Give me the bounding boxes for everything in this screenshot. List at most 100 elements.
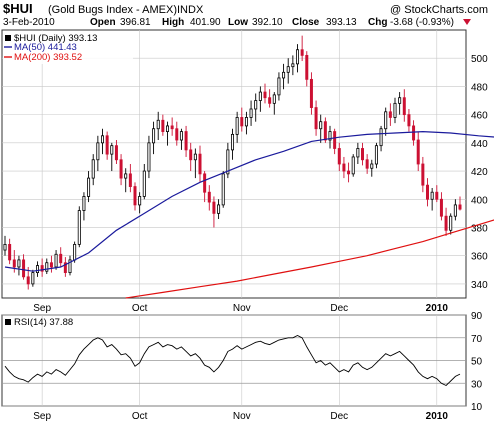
candle-body	[138, 196, 142, 206]
rsi-legend: RSI(14) 37.88	[14, 317, 73, 328]
candle-body	[342, 163, 346, 172]
candle-body	[365, 159, 369, 169]
candle-body	[73, 243, 77, 261]
candle-body	[114, 145, 118, 161]
down-arrow-icon	[463, 19, 471, 25]
candle-body	[458, 204, 462, 210]
candle-body	[152, 128, 156, 144]
candle-body	[142, 170, 146, 197]
candle-body	[384, 111, 388, 130]
candle-body	[54, 253, 58, 268]
candle-body	[8, 243, 12, 261]
price-tick-label: 480	[471, 82, 488, 93]
candle-body	[63, 262, 67, 274]
candle-body	[240, 117, 244, 127]
candle-body	[124, 173, 128, 179]
month-label: Dec	[330, 303, 348, 314]
copyright-text: @ StockCharts.com	[390, 4, 488, 16]
candle-body	[133, 186, 137, 206]
candle-body	[249, 108, 253, 118]
candle-body	[388, 111, 392, 118]
price-tick-label: 440	[471, 139, 488, 150]
candle-body	[87, 177, 91, 197]
candle-body	[184, 131, 188, 151]
quote-date: 3-Feb-2010	[3, 17, 55, 28]
candle-body	[91, 159, 95, 179]
candle-body	[3, 243, 7, 251]
price-tick-label: 340	[471, 280, 488, 291]
candle-body	[453, 204, 457, 217]
candle-body	[398, 97, 402, 104]
candle-body	[156, 119, 160, 130]
legend-background	[3, 31, 133, 64]
candle-body	[351, 156, 355, 175]
open-value: 396.81	[120, 17, 151, 28]
rsi-tick-label: 90	[471, 311, 483, 322]
candle-body	[300, 49, 304, 56]
price-tick-label: 400	[471, 195, 488, 206]
price-tick-label: 420	[471, 167, 488, 178]
month-label: Nov	[233, 411, 251, 422]
price-tick-label: 360	[471, 252, 488, 263]
legend-ma200: MA(200) 393.52	[14, 52, 82, 63]
chg-value: -3.68 (-0.93%)	[390, 17, 454, 28]
legend-price-swatch	[5, 35, 11, 41]
candle-body	[128, 173, 132, 187]
candle-body	[217, 204, 221, 214]
rsi-tick-label: 10	[471, 402, 483, 413]
ma200-line	[125, 219, 494, 299]
candle-body	[147, 142, 151, 172]
candle-body	[22, 259, 26, 278]
candle-body	[193, 153, 197, 161]
open-label: Open	[90, 17, 116, 28]
month-label: Dec	[330, 411, 348, 422]
candle-body	[40, 265, 44, 272]
candle-body	[31, 272, 35, 285]
candle-body	[77, 210, 81, 245]
candle-body	[59, 253, 63, 264]
candle-body	[305, 54, 309, 80]
candle-body	[68, 259, 72, 274]
candle-body	[207, 191, 211, 203]
candle-body	[212, 201, 216, 214]
candle-body	[226, 149, 230, 175]
low-value: 392.10	[252, 17, 283, 28]
candle-body	[258, 91, 262, 101]
candle-body	[198, 153, 202, 175]
month-label: Sep	[33, 303, 51, 314]
month-label: 2010	[426, 303, 449, 314]
price-axis-ticks: 340 360 380 400 420 440 460 480 500	[471, 54, 488, 291]
candle-body	[263, 91, 267, 99]
candle-body	[101, 135, 105, 144]
rsi-gridlines	[2, 314, 466, 407]
candle-body	[319, 121, 323, 130]
price-panel	[1, 29, 467, 299]
candle-body	[314, 107, 318, 130]
candle-body	[347, 170, 351, 175]
candle-body	[333, 131, 337, 149]
candle-body	[175, 128, 179, 141]
chg-label: Chg	[368, 17, 387, 28]
month-label: Nov	[233, 303, 251, 314]
candle-body	[272, 94, 276, 104]
rsi-tick-label: 30	[471, 379, 483, 390]
rsi-legend-swatch	[5, 319, 11, 325]
candle-body	[17, 259, 21, 268]
candle-body	[309, 78, 313, 108]
candle-body	[295, 49, 299, 65]
high-label: High	[162, 17, 184, 28]
candle-body	[435, 191, 439, 200]
candle-body	[235, 117, 239, 135]
ma50-line	[4, 130, 494, 272]
candle-body	[439, 198, 443, 217]
month-label: Oct	[132, 411, 148, 422]
close-label: Close	[292, 17, 320, 28]
candle-body	[119, 159, 123, 179]
candle-body	[444, 215, 448, 231]
chart-exchange: INDX	[177, 4, 204, 16]
candle-body	[282, 71, 286, 79]
candle-body	[379, 128, 383, 147]
candle-body	[337, 148, 341, 165]
price-candles	[3, 35, 462, 290]
